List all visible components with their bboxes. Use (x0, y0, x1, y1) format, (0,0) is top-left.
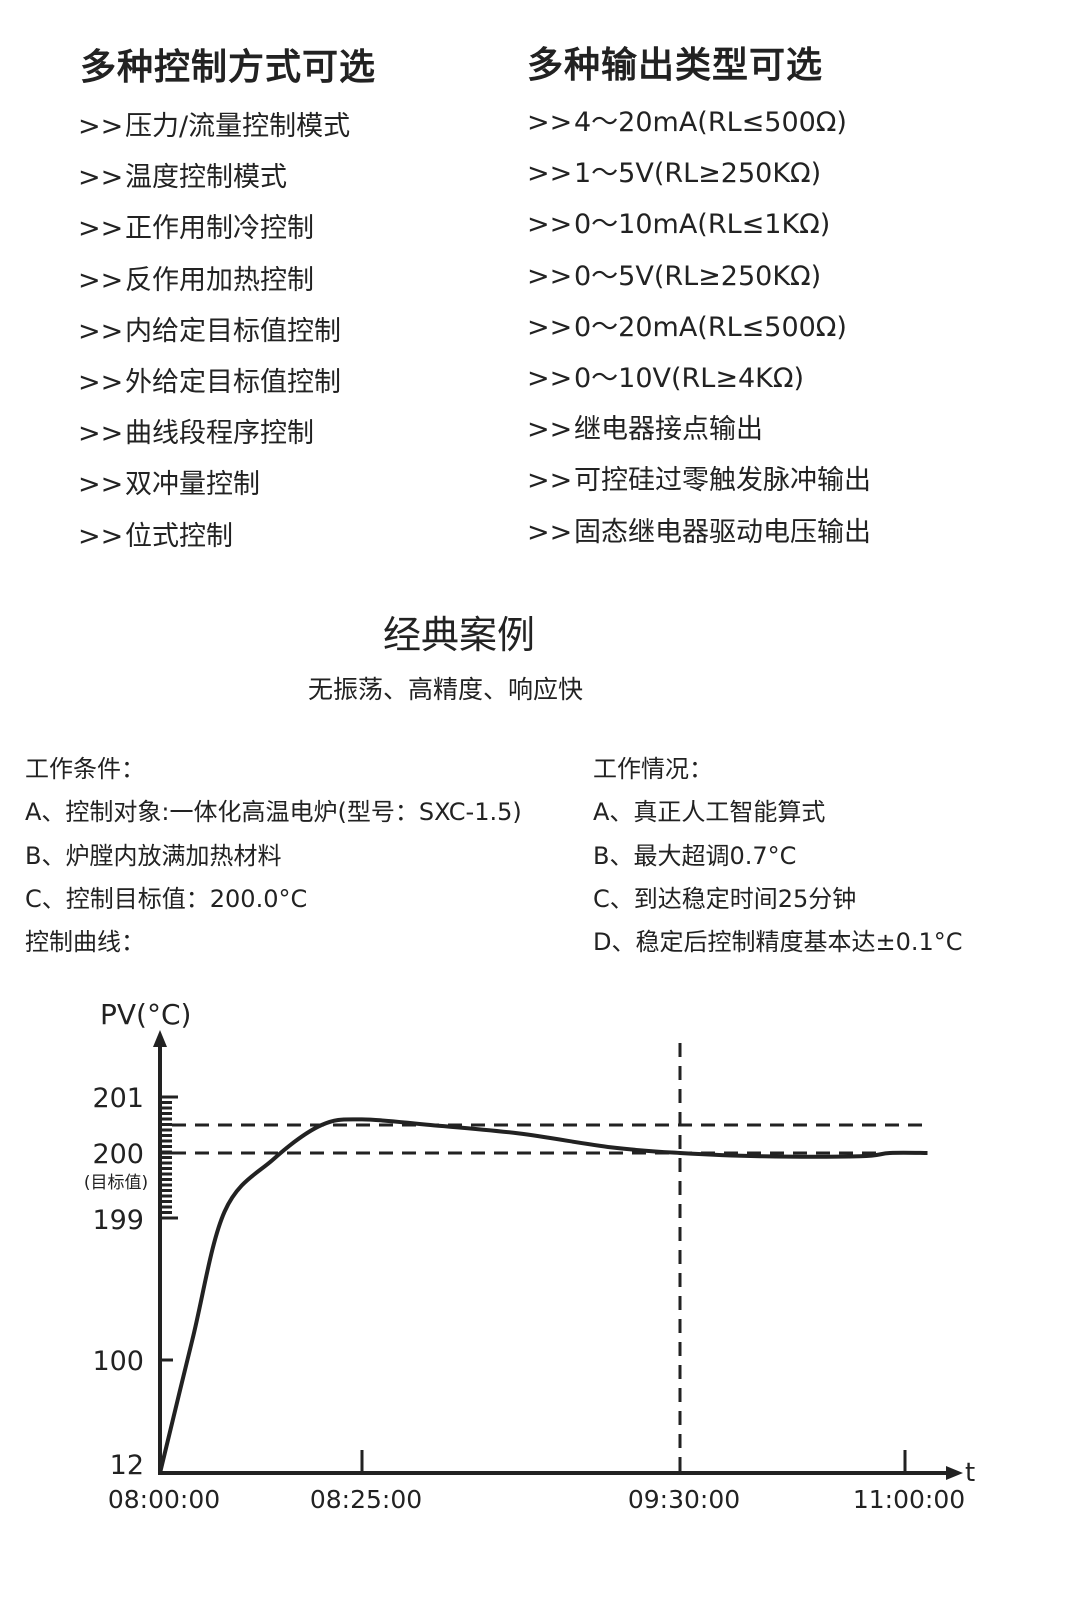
list-item-label: 内给定目标值控制 (125, 315, 341, 347)
list-item: >>反作用加热控制 (78, 264, 314, 298)
y-tick-label: 12 (110, 1450, 144, 1481)
bullet-arrows: >> (78, 162, 124, 194)
x-axis-arrow (946, 1466, 963, 1480)
conditions-title: 工作条件： (25, 755, 145, 783)
curve-label: 控制曲线： (25, 928, 145, 956)
list-item: >>0～10V(RL≥4KΩ) (527, 362, 804, 396)
bullet-arrows: >> (527, 209, 573, 241)
y-tick-label: 100 (92, 1346, 144, 1377)
list-item-label: 温度控制模式 (125, 162, 287, 194)
list-item-label: 双冲量控制 (125, 469, 260, 501)
list-item: >>内给定目标值控制 (78, 315, 341, 349)
results-title: 工作情况： (593, 755, 713, 783)
bullet-arrows: >> (78, 213, 124, 245)
list-item: >>4～20mA(RL≤500Ω) (527, 106, 847, 140)
list-item: >>可控硅过零触发脉冲输出 (527, 464, 871, 498)
list-item-label: 外给定目标值控制 (125, 367, 341, 398)
list-item: >>外给定目标值控制 (78, 366, 341, 400)
bullet-arrows: >> (527, 465, 573, 497)
y-tick-label: 199 (92, 1205, 144, 1236)
list-item-label: 0～20mA(RL≤500Ω) (574, 311, 847, 343)
bullet-arrows: >> (78, 418, 124, 450)
list-item-label: 可控硅过零触发脉冲输出 (574, 465, 871, 497)
list-item: >>0～20mA(RL≤500Ω) (527, 311, 847, 345)
bullet-arrows: >> (78, 315, 124, 347)
y-tick-label: 200 (92, 1139, 144, 1170)
list-item-label: 压力/流量控制模式 (125, 111, 351, 142)
control-curve-chart: PV(°C) t 12 100 199 200 (目标值) 201 08:00:00 08:2… (84, 998, 975, 1514)
bullet-arrows: >> (78, 367, 124, 398)
bullet-arrows: >> (527, 311, 573, 343)
result-item: B、最大超调0.7°C (593, 842, 797, 870)
x-tick-label: 08:00:00 (108, 1485, 220, 1514)
left-column-title: 多种控制方式可选 (80, 47, 377, 88)
y-tick-note: (目标值) (84, 1173, 148, 1193)
list-item-label: 位式控制 (125, 520, 233, 552)
y-tick-label: 201 (92, 1083, 144, 1114)
list-item: >>压力/流量控制模式 (78, 110, 350, 144)
list-item: >>继电器接点输出 (527, 413, 763, 447)
list-item: >>0～5V(RL≥250KΩ) (527, 260, 821, 294)
x-axis-label: t (965, 1458, 975, 1488)
bullet-arrows: >> (78, 469, 124, 501)
bullet-arrows: >> (78, 264, 124, 296)
bullet-arrows: >> (527, 158, 573, 190)
case-title: 经典案例 (383, 613, 536, 657)
list-item: >>温度控制模式 (78, 161, 287, 195)
list-item: >>1～5V(RL≥250KΩ) (527, 157, 821, 191)
bullet-arrows: >> (527, 107, 573, 138)
condition-item: B、炉膛内放满加热材料 (25, 842, 282, 870)
y-axis-arrow (153, 1030, 167, 1047)
x-tick-label: 11:00:00 (853, 1485, 965, 1514)
bullet-arrows: >> (78, 111, 124, 142)
list-item-label: 1～5V(RL≥250KΩ) (574, 158, 822, 190)
right-column-title: 多种输出类型可选 (527, 45, 824, 86)
condition-item: A、控制对象:一体化高温电炉(型号：SXC-1.5) (25, 798, 522, 826)
bullet-arrows: >> (527, 363, 573, 394)
list-item: >>双冲量控制 (78, 468, 260, 502)
list-item-label: 0～5V(RL≥250KΩ) (574, 260, 822, 292)
list-item-label: 0～10V(RL≥4KΩ) (574, 363, 805, 394)
pv-curve (158, 1117, 928, 1474)
list-item: >>曲线段程序控制 (78, 417, 314, 451)
bullet-arrows: >> (527, 516, 573, 548)
result-item: C、到达稳定时间25分钟 (593, 885, 857, 913)
list-item-label: 继电器接点输出 (574, 414, 763, 446)
list-item: >>正作用制冷控制 (78, 212, 314, 246)
list-item-label: 反作用加热控制 (125, 264, 314, 296)
list-item-label: 4～20mA(RL≤500Ω) (574, 107, 847, 138)
bullet-arrows: >> (527, 414, 573, 446)
case-subtitle: 无振荡、高精度、响应快 (308, 675, 584, 704)
list-item-label: 0～10mA(RL≤1KΩ) (574, 209, 831, 241)
list-item: >>固态继电器驱动电压输出 (527, 516, 871, 550)
result-item: D、稳定后控制精度基本达±0.1°C (593, 928, 963, 956)
list-item-label: 固态继电器驱动电压输出 (574, 516, 871, 548)
bullet-arrows: >> (527, 260, 573, 292)
condition-item: C、控制目标值：200.0°C (25, 885, 308, 913)
list-item: >>位式控制 (78, 520, 233, 554)
list-item: >>0～10mA(RL≤1KΩ) (527, 208, 830, 242)
list-item-label: 正作用制冷控制 (125, 213, 314, 245)
result-item: A、真正人工智能算式 (593, 798, 826, 826)
list-item-label: 曲线段程序控制 (125, 418, 314, 450)
x-tick-label: 09:30:00 (628, 1485, 740, 1514)
y-axis-label: PV(°C) (100, 998, 191, 1031)
bullet-arrows: >> (78, 520, 124, 552)
x-tick-label: 08:25:00 (310, 1485, 422, 1514)
